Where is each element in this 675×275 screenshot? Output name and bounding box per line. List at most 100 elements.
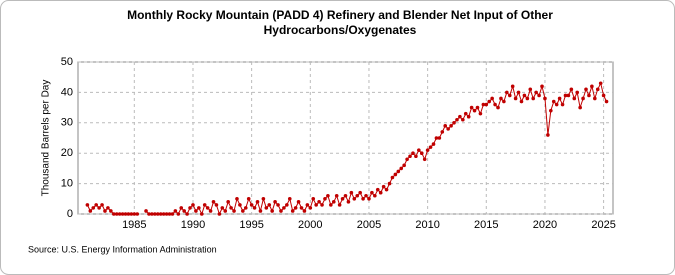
data-point: [329, 203, 333, 207]
data-point: [167, 212, 172, 216]
data-point: [581, 96, 585, 101]
data-point: [513, 96, 518, 101]
data-point: [208, 209, 213, 213]
data-point: [320, 203, 324, 207]
data-point: [94, 203, 98, 207]
data-point: [490, 96, 494, 101]
data-point: [563, 93, 568, 98]
data-point: [120, 212, 125, 216]
data-point: [176, 212, 181, 216]
data-point: [463, 111, 468, 116]
data-point: [554, 102, 559, 107]
data-point: [114, 212, 119, 216]
x-tick-label: 2025: [591, 219, 615, 231]
data-point: [185, 212, 189, 216]
data-point: [323, 197, 327, 201]
data-point: [549, 108, 553, 113]
data-point: [358, 190, 362, 195]
data-point: [170, 212, 175, 216]
data-point: [220, 206, 225, 210]
data-point: [543, 96, 547, 101]
data-point: [449, 124, 453, 128]
data-point: [422, 157, 427, 162]
data-point: [103, 209, 107, 213]
data-point: [510, 84, 515, 89]
y-tick-label: 50: [61, 56, 73, 68]
data-point: [255, 200, 260, 204]
data-point: [270, 209, 274, 213]
data-point: [194, 209, 198, 213]
data-point: [106, 206, 110, 210]
data-point: [387, 181, 392, 186]
data-point: [437, 136, 442, 140]
data-point: [417, 148, 421, 152]
data-point: [408, 154, 412, 159]
y-tick-label: 0: [67, 208, 73, 220]
data-point: [384, 187, 389, 192]
data-point: [299, 206, 304, 210]
plot-area: [77, 61, 614, 215]
data-point: [411, 151, 415, 155]
data-point: [135, 212, 140, 216]
data-point: [211, 200, 216, 204]
data-point: [199, 212, 204, 216]
data-point: [197, 206, 201, 210]
data-point: [566, 93, 571, 98]
data-point: [546, 133, 550, 137]
data-point: [117, 212, 122, 216]
data-point: [158, 212, 163, 216]
x-tick-label: 1990: [181, 219, 205, 231]
data-point: [293, 206, 298, 210]
data-point: [150, 212, 154, 216]
data-point: [296, 200, 301, 204]
data-point: [461, 117, 465, 122]
data-point: [414, 154, 418, 159]
data-point: [431, 142, 436, 146]
data-point: [179, 206, 184, 210]
data-point: [396, 169, 401, 174]
data-point: [516, 90, 521, 95]
data-point: [311, 197, 316, 201]
x-tick-label: 1995: [239, 219, 263, 231]
data-point: [337, 203, 342, 207]
data-point: [182, 209, 186, 213]
data-point: [493, 102, 497, 107]
data-point: [440, 130, 445, 134]
data-point: [370, 190, 374, 195]
data-point: [375, 187, 380, 192]
data-point: [308, 206, 313, 210]
data-point: [290, 209, 295, 213]
data-point: [601, 93, 606, 98]
data-point: [232, 209, 236, 213]
x-tick-label: 2010: [415, 219, 439, 231]
data-point: [364, 193, 368, 198]
data-point: [279, 209, 283, 213]
data-point: [264, 206, 269, 210]
data-point: [466, 114, 471, 119]
data-point: [487, 99, 492, 104]
data-point: [505, 90, 509, 95]
data-point: [531, 96, 536, 101]
data-point: [499, 96, 503, 101]
data-point: [361, 197, 365, 201]
data-point: [534, 90, 538, 95]
data-point: [446, 127, 450, 131]
data-point: [595, 87, 600, 92]
data-point: [419, 151, 424, 155]
data-point: [202, 203, 207, 207]
data-point: [381, 184, 386, 189]
data-point: [352, 197, 357, 201]
data-point: [217, 212, 222, 216]
data-point: [109, 209, 113, 213]
data-point: [229, 206, 233, 210]
data-point: [85, 203, 90, 207]
data-point: [111, 212, 116, 216]
data-point: [246, 197, 251, 201]
data-point: [475, 105, 480, 110]
data-point: [507, 93, 512, 98]
data-point: [326, 193, 330, 198]
y-axis-label: Thousand Barrels per Day: [41, 80, 52, 197]
y-tick-label: 40: [61, 86, 73, 98]
data-point: [455, 117, 459, 122]
